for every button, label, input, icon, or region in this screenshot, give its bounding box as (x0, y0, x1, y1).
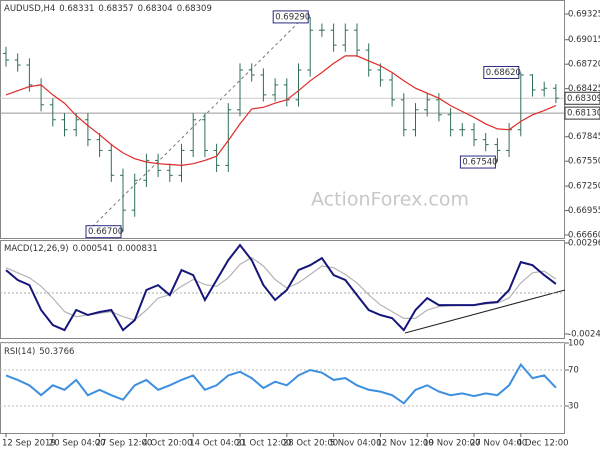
current-price-box (564, 91, 600, 105)
annotation-label: 0.69290 (275, 12, 310, 22)
rsi-panel-frame (0, 342, 565, 434)
annotation-box (272, 10, 309, 24)
y-tick-label: 100 (568, 339, 584, 349)
y-tick-label: 30 (568, 402, 579, 412)
y-tick-label: 0.67550 (568, 157, 600, 167)
header-value: 0.68331 (59, 4, 94, 14)
x-tick-label: 12 Sep 2019 (2, 439, 56, 449)
header-value: 0.68309 (177, 4, 212, 14)
header-value: 0.68357 (98, 4, 133, 14)
y-tick-label: 0.68425 (568, 84, 600, 94)
x-tick-label: 12 Nov 12:00 (376, 439, 433, 449)
indicator-line (5, 362, 557, 405)
annotation-box (459, 155, 496, 169)
title-text: RSI(14) (4, 347, 35, 357)
y-tick-label: 0.69015 (568, 35, 600, 45)
x-tick-label: 27 Nov 04:00 (470, 439, 527, 449)
annotation-label: 0.67540 (462, 158, 497, 168)
readout-value: 0.000831 (117, 244, 158, 254)
macd-panel-frame (0, 240, 565, 339)
annotation-label: 0.66700 (88, 227, 123, 237)
header-value: 0.68304 (138, 4, 173, 14)
annotation-box (85, 225, 122, 239)
x-tick-label: 14 Oct 04:00 (189, 439, 244, 449)
annotation-box (483, 65, 520, 79)
readout-value: 0.000541 (73, 244, 114, 254)
y-tick-label: 0.66660 (568, 231, 600, 241)
title-text: AUDUSD,H4 (4, 4, 55, 14)
indicator-line (5, 55, 557, 167)
y-tick-label: 0.68720 (568, 60, 600, 70)
title-text: MACD(12,26,9) (4, 244, 69, 254)
x-tick-label: 27 Sep 12:00 (96, 439, 153, 449)
x-tick-label: 4 Oct 20:00 (142, 439, 192, 449)
indicator-line (5, 243, 557, 332)
level-label-box (564, 106, 600, 120)
trend-line (87, 15, 306, 232)
x-tick-label: 19 Nov 20:00 (423, 439, 480, 449)
level-label: 0.68130 (567, 109, 600, 119)
macd-trend-line (404, 289, 566, 334)
watermark: ActionForex.com (311, 189, 469, 211)
y-tick-label: 0.69325 (568, 10, 600, 20)
x-tick-label: 20 Sep 04:00 (49, 439, 106, 449)
annotation-label: 0.68620 (486, 68, 521, 78)
y-tick-label: 0.00296 (568, 239, 600, 249)
y-tick-label: 0.66955 (568, 206, 600, 216)
y-tick-label: 0.67250 (568, 182, 600, 192)
x-tick-label: 4 Dec 12:00 (517, 439, 569, 449)
current-price-label: 0.68309 (567, 94, 600, 104)
panel-title: RSI(14) 50.3766 (4, 347, 74, 357)
y-tick-label: 0.67845 (568, 132, 600, 142)
panel-title: AUDUSD,H4 0.68331 0.68357 0.68304 0.68309 (4, 4, 212, 14)
y-tick-label: -0.00242 (568, 329, 600, 339)
x-tick-label: 28 Oct 20:00 (283, 439, 338, 449)
x-tick-label: 5 Nov 04:00 (330, 439, 382, 449)
x-tick-label: 21 Oct 12:00 (236, 439, 291, 449)
y-tick-label: 70 (568, 366, 579, 376)
panel-title: MACD(12,26,9) 0.000541 0.000831 (4, 244, 158, 254)
readout-value: 50.3766 (39, 347, 74, 357)
